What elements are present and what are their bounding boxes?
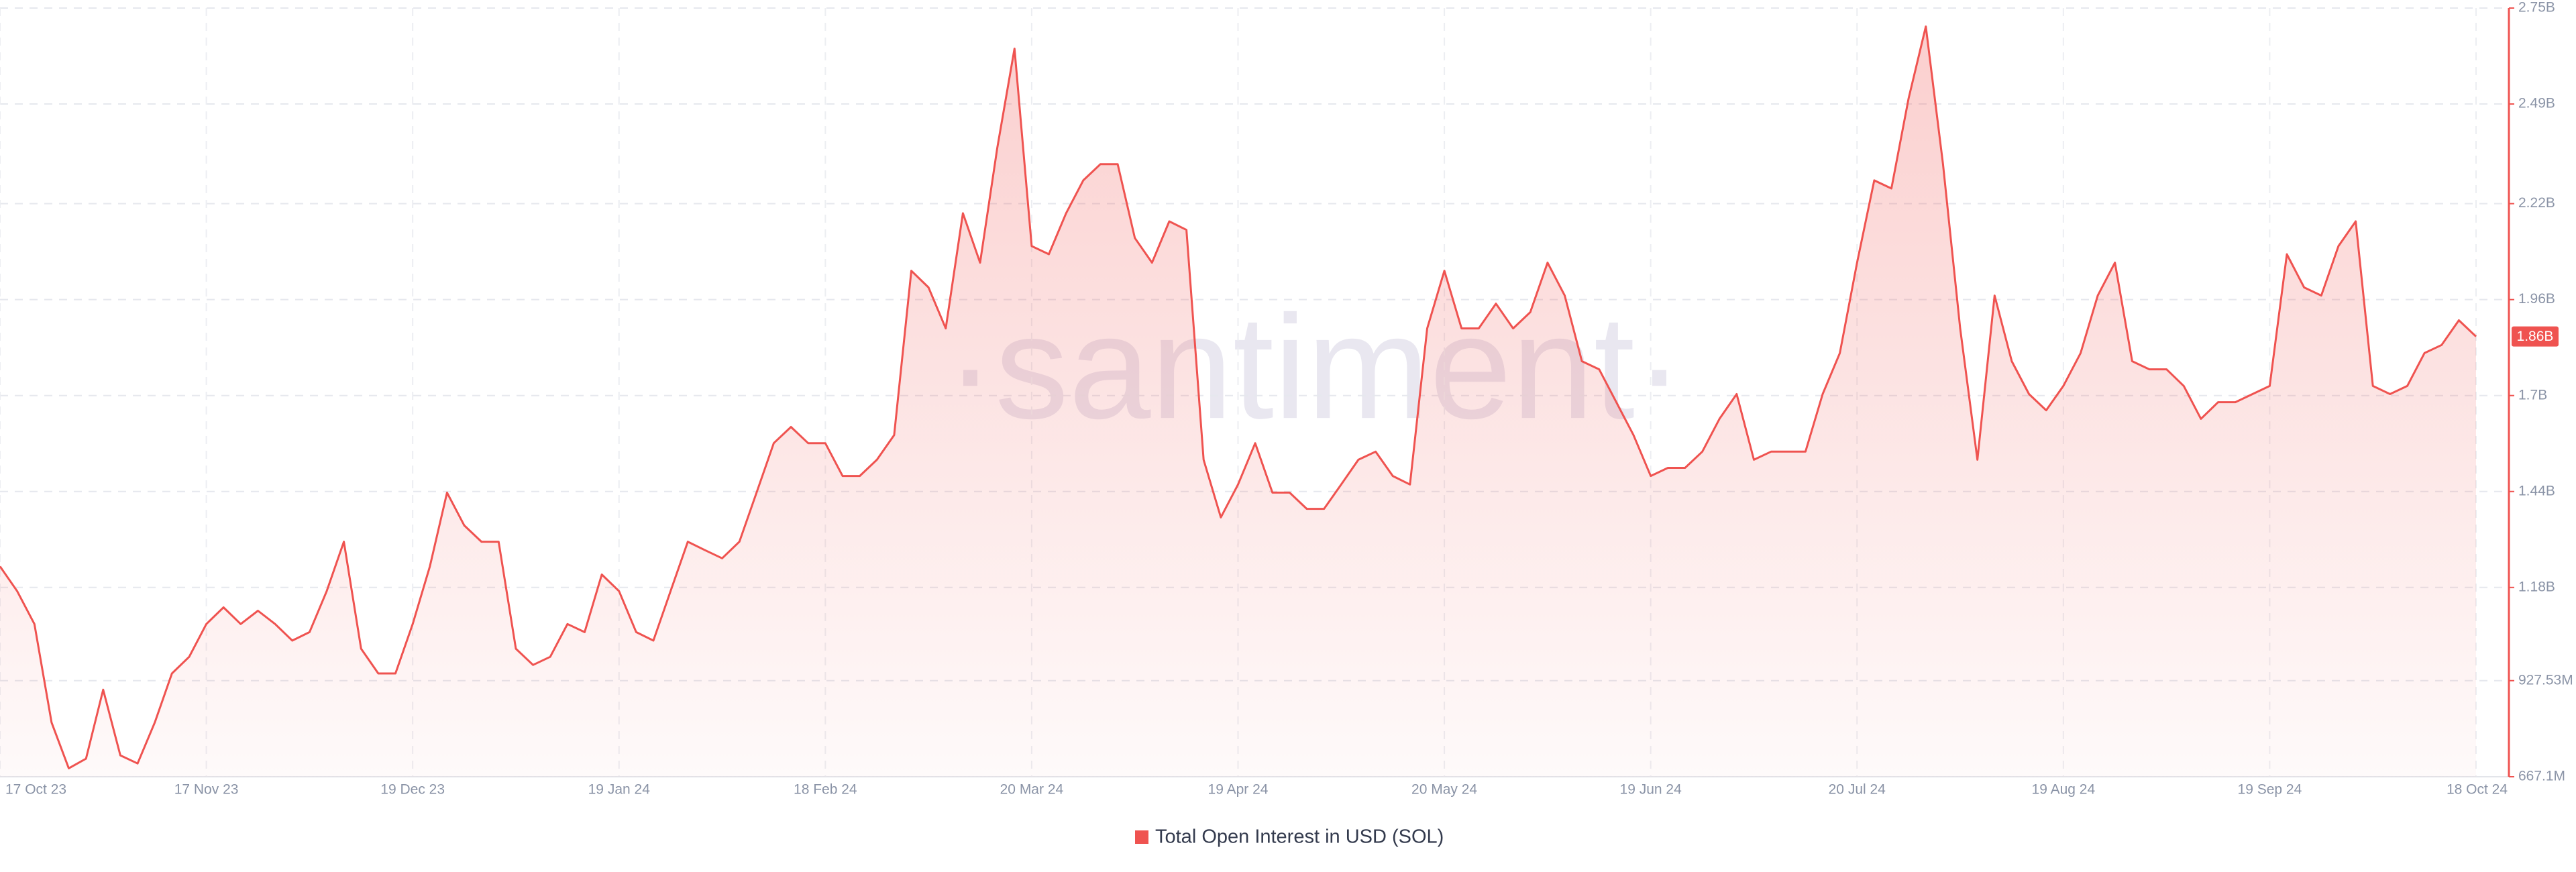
x-tick-label: 19 Aug 24: [2032, 782, 2096, 798]
y-tick-label: 2.49B: [2518, 96, 2555, 111]
y-tick-label: 1.44B: [2518, 483, 2555, 498]
x-tick-label: 17 Nov 23: [174, 782, 239, 798]
y-tick-label: 1.7B: [2518, 387, 2547, 402]
value-badge-label: 1.86B: [2517, 329, 2554, 344]
value-badge: [2512, 326, 2559, 347]
x-tick-label: 20 Jul 24: [1829, 782, 1886, 798]
line: [0, 25, 2477, 769]
y-tick-label: 667.1M: [2518, 769, 2565, 784]
y-tick-label: 927.53M: [2518, 672, 2573, 688]
x-tick-label: 20 Mar 24: [1000, 782, 1064, 798]
x-tick-label: 17 Oct 23: [5, 782, 66, 798]
y-tick-label: 1.96B: [2518, 291, 2555, 307]
y-tick-label: 2.75B: [2518, 0, 2555, 15]
x-tick-label: 19 Jan 24: [588, 782, 651, 798]
y-tick-label: 1.18B: [2518, 579, 2555, 594]
x-tick-label: 20 May 24: [1411, 782, 1477, 798]
x-tick-label: 19 Sep 24: [2238, 782, 2302, 798]
legend-label: Total Open Interest in USD (SOL): [1155, 826, 1444, 848]
x-tick-label: 19 Dec 23: [380, 782, 445, 798]
x-tick-label: 18 Feb 24: [794, 782, 857, 798]
x-tick-label: 18 Oct 24: [2447, 782, 2508, 798]
x-tick-label: 19 Jun 24: [1620, 782, 1682, 798]
x-tick-label: 19 Apr 24: [1208, 782, 1269, 798]
y-tick-label: 2.22B: [2518, 195, 2555, 211]
area-fill: [0, 26, 2476, 777]
legend-swatch: [1135, 830, 1148, 844]
